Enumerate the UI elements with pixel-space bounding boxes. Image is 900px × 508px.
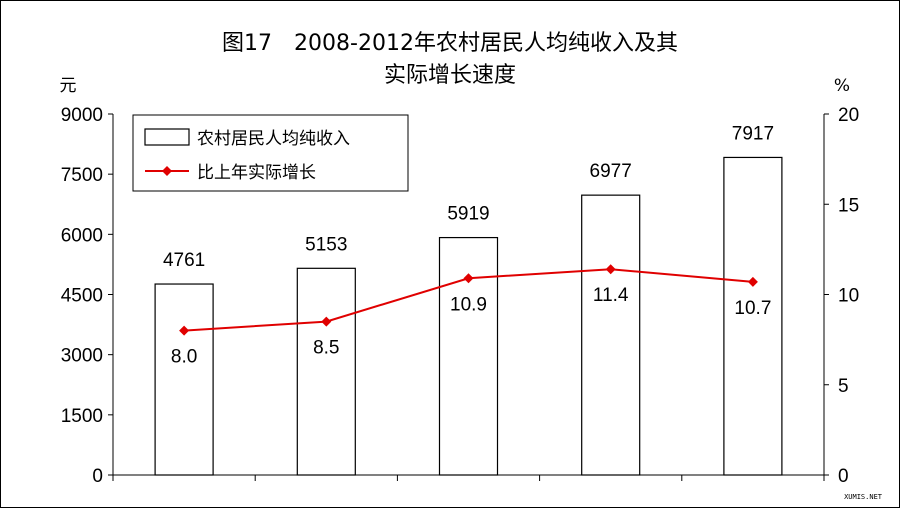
data-labels: 4761 5153 5919 6977 7917 8.0 8.5 10.9 11.4 10.7: [163, 123, 774, 367]
right-axis-unit: %: [834, 76, 850, 96]
left-tick-label: 7500: [61, 165, 103, 186]
legend-box: [132, 114, 409, 192]
bar-2012: [723, 156, 783, 476]
axes: 0 1500 3000 4500 6000 7500 9000 0 5 10 15 20: [61, 105, 859, 487]
right-tick-label: 10: [838, 286, 859, 307]
line-series: [179, 264, 758, 336]
right-tick-label: 0: [838, 466, 849, 487]
growth-value-label: 10.7: [734, 298, 771, 319]
watermark: XUMIS.NET: [844, 493, 883, 501]
bar-2009: [296, 267, 356, 476]
growth-point-2010: [463, 273, 474, 284]
growth-point-2012: [747, 276, 758, 287]
left-tick-label: 1500: [61, 406, 103, 427]
bar-value-label: 5153: [305, 234, 347, 255]
left-tick-label: 3000: [61, 346, 103, 367]
chart-title: 图17 2008-2012年农村居民人均纯收入及其 实际增长速度: [0, 28, 900, 92]
legend-label-growth: 比上年实际增长: [197, 163, 316, 183]
growth-point-2009: [321, 316, 332, 327]
right-tick-label: 20: [838, 105, 859, 126]
growth-value-label: 8.0: [171, 347, 197, 368]
legend-diamond-icon: [162, 166, 172, 176]
legend-label-income: 农村居民人均纯收入: [197, 129, 350, 149]
bar-2011: [581, 194, 641, 476]
chart-title-line-2: 实际增长速度: [383, 63, 516, 88]
growth-value-label: 11.4: [593, 285, 629, 306]
left-tick-label: 6000: [61, 225, 103, 246]
left-tick-label: 4500: [61, 286, 103, 307]
left-tick-label: 0: [92, 466, 103, 487]
right-tick-label: 5: [838, 376, 849, 397]
right-tick-label: 15: [838, 195, 859, 216]
chart-title-line-1: 图17 2008-2012年农村居民人均纯收入及其: [222, 31, 678, 56]
bar-2008: [154, 283, 214, 476]
bar-value-label: 5919: [447, 204, 489, 225]
left-axis-unit: 元: [60, 76, 77, 96]
growth-value-label: 8.5: [313, 338, 339, 359]
growth-value-label: 10.9: [450, 294, 487, 315]
bar-2010: [438, 236, 499, 476]
growth-point-2008: [179, 325, 190, 336]
bar-value-label: 4761: [163, 250, 205, 271]
legend-bar-swatch: [144, 128, 190, 146]
growth-point-2011: [605, 264, 616, 275]
bar-series: [154, 156, 783, 476]
bar-value-label: 6977: [590, 161, 632, 182]
bar-value-label: 7917: [732, 123, 774, 144]
left-tick-label: 9000: [61, 105, 103, 126]
